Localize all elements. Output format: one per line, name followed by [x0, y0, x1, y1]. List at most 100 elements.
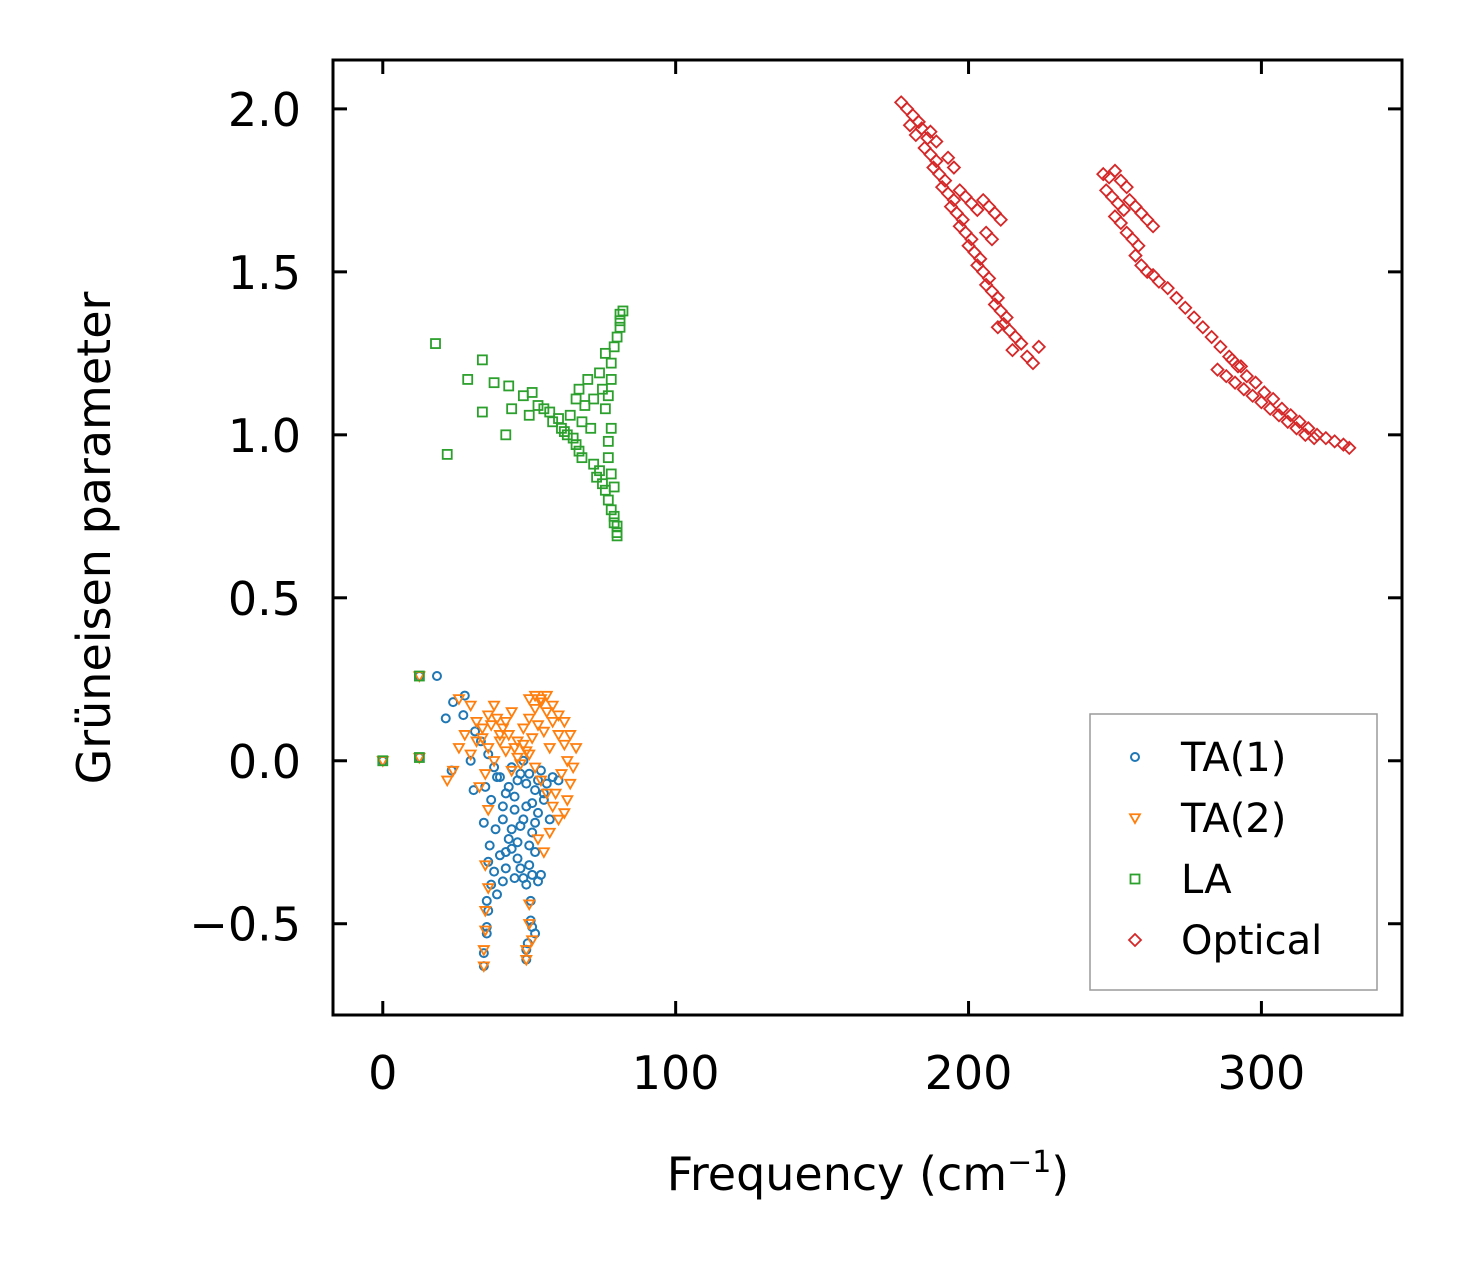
data-point	[563, 730, 577, 742]
data-point	[527, 798, 538, 809]
legend-entry: TA(2)	[1128, 796, 1286, 842]
data-point	[551, 730, 566, 742]
data-point	[553, 413, 564, 424]
data-point	[1224, 352, 1240, 368]
data-point	[452, 694, 466, 706]
legend-marker	[1130, 752, 1140, 762]
data-point	[526, 387, 538, 398]
data-point	[569, 743, 583, 755]
data-point	[599, 484, 611, 496]
data-point	[516, 739, 530, 752]
data-point	[503, 833, 514, 844]
data-point	[549, 788, 563, 801]
data-point	[561, 429, 573, 441]
data-point	[1306, 430, 1322, 446]
y-tick-label: 0.0	[228, 735, 301, 789]
data-point	[477, 945, 491, 957]
data-point	[1110, 196, 1126, 211]
data-point	[1248, 375, 1263, 390]
data-point	[1151, 274, 1167, 289]
data-point	[487, 700, 501, 713]
data-point	[602, 390, 614, 402]
data-point	[464, 700, 478, 713]
data-point	[528, 690, 542, 703]
y-tick-label: 1.0	[228, 409, 301, 463]
data-point	[478, 906, 492, 918]
data-point	[605, 504, 617, 516]
data-point	[413, 670, 425, 682]
data-point	[978, 225, 994, 241]
data-point	[515, 863, 526, 874]
data-point	[532, 400, 544, 411]
data-point	[478, 925, 492, 938]
data-point	[1002, 323, 1017, 338]
data-point	[911, 114, 927, 130]
data-point	[524, 860, 535, 871]
data-point	[984, 231, 1000, 247]
data-point	[946, 160, 962, 175]
data-point	[522, 919, 536, 931]
data-point	[999, 310, 1014, 325]
data-point	[970, 202, 985, 218]
data-point	[446, 765, 460, 778]
data-point	[546, 700, 560, 713]
series-optical	[893, 95, 1357, 456]
data-point	[608, 510, 620, 522]
data-point	[1195, 319, 1211, 335]
x-axis-label-suffix: )	[1051, 1147, 1069, 1201]
data-point	[458, 710, 469, 721]
data-point	[560, 756, 574, 768]
data-point	[1145, 218, 1161, 234]
data-point	[557, 739, 571, 752]
legend-entry: LA	[1129, 857, 1232, 903]
data-point	[413, 752, 425, 763]
legend-label: TA(1)	[1180, 735, 1286, 781]
data-point	[949, 205, 965, 221]
data-point	[527, 827, 538, 838]
data-point	[602, 435, 614, 447]
data-point	[1008, 329, 1023, 345]
data-point	[1271, 408, 1287, 423]
data-point	[476, 406, 488, 418]
data-point	[490, 824, 501, 835]
data-point	[516, 723, 530, 735]
data-point	[497, 876, 508, 887]
data-point	[1210, 362, 1225, 377]
data-point	[521, 879, 532, 890]
data-point	[492, 889, 503, 900]
data-point	[993, 212, 1009, 227]
data-point	[605, 357, 617, 369]
data-point	[487, 756, 501, 768]
data-point	[1327, 434, 1342, 449]
data-point	[1031, 339, 1047, 355]
data-point	[1262, 401, 1278, 417]
data-point	[551, 710, 566, 722]
data-point	[582, 374, 594, 385]
data-point	[591, 471, 602, 483]
data-point	[1292, 414, 1307, 430]
x-tick-label: 200	[925, 1046, 1013, 1100]
legend: TA(1) TA(2) LA Optical	[1089, 713, 1378, 991]
data-point	[617, 305, 629, 317]
data-point	[1301, 421, 1316, 436]
data-point	[597, 383, 608, 395]
data-point	[573, 383, 585, 395]
data-point	[475, 723, 489, 735]
data-point	[597, 478, 608, 490]
data-point	[537, 726, 551, 739]
data-point	[940, 150, 956, 166]
y-tick-label: 0.5	[228, 572, 301, 626]
data-point	[1169, 290, 1184, 306]
data-point	[967, 245, 982, 260]
data-point	[481, 928, 492, 939]
data-point	[993, 303, 1009, 319]
legend-marker	[1127, 932, 1143, 948]
data-point	[522, 713, 536, 726]
data-point	[517, 390, 529, 402]
data-point	[489, 762, 500, 773]
data-point	[608, 341, 620, 353]
legend-marker	[1128, 813, 1142, 825]
data-point	[570, 439, 582, 451]
